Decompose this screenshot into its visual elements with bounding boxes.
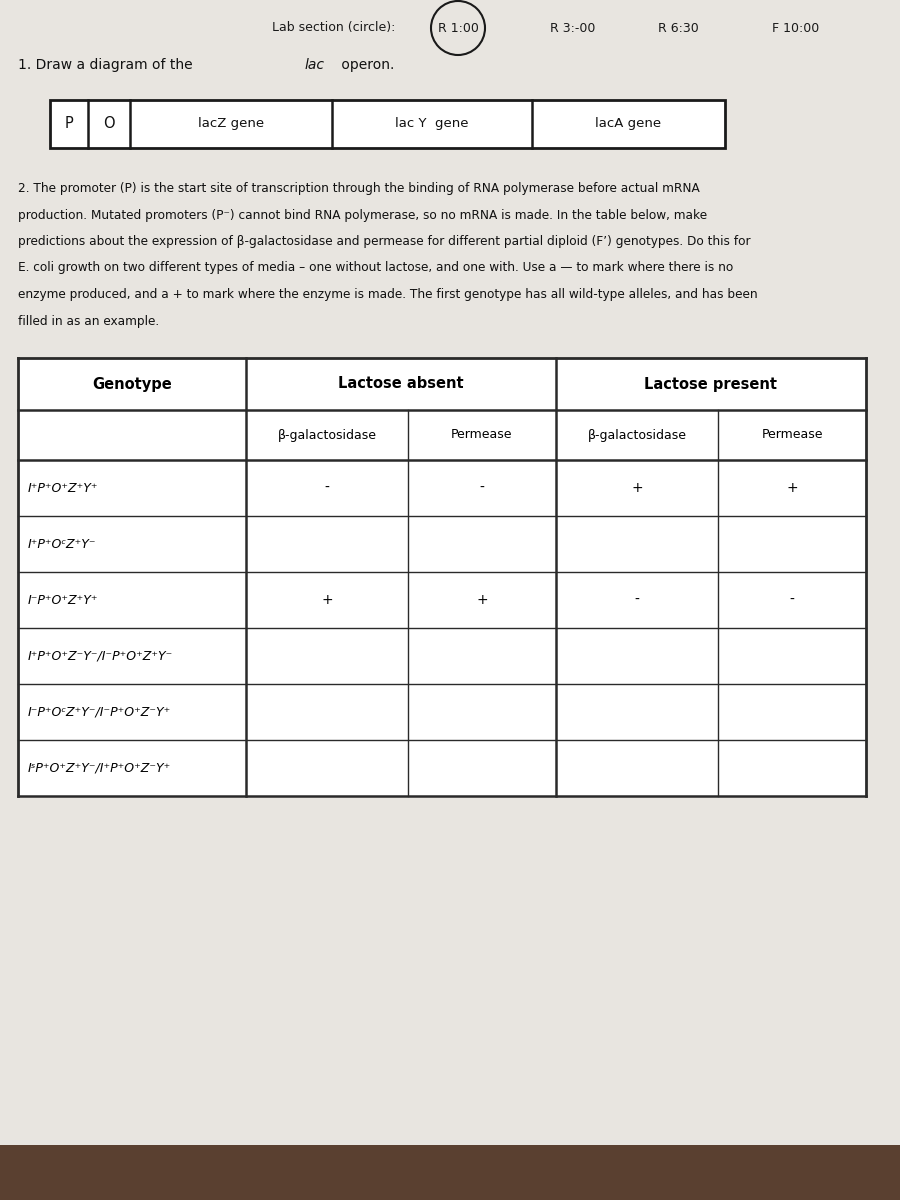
Text: predictions about the expression of β-galactosidase and permease for different p: predictions about the expression of β-ga… <box>18 235 751 248</box>
Text: P: P <box>65 116 74 132</box>
Text: Genotype: Genotype <box>92 377 172 391</box>
Text: +: + <box>631 481 643 494</box>
Text: O: O <box>104 116 115 132</box>
Text: lac Y  gene: lac Y gene <box>395 118 469 131</box>
Bar <box>0 1145 900 1200</box>
Text: Lactose present: Lactose present <box>644 377 778 391</box>
Text: 1. Draw a diagram of the: 1. Draw a diagram of the <box>18 58 197 72</box>
Text: -: - <box>325 481 329 494</box>
Text: Permease: Permease <box>761 428 823 442</box>
Text: R 3:-00: R 3:-00 <box>550 22 596 35</box>
Text: -: - <box>789 593 795 607</box>
Text: I⁺P⁺OᶜZ⁺Y⁻: I⁺P⁺OᶜZ⁺Y⁻ <box>28 538 96 551</box>
Text: β-galactosidase: β-galactosidase <box>277 428 376 442</box>
Text: I⁻P⁺O⁺Z⁺Y⁺: I⁻P⁺O⁺Z⁺Y⁺ <box>28 594 98 606</box>
Text: β-galactosidase: β-galactosidase <box>588 428 687 442</box>
Text: production. Mutated promoters (P⁻) cannot bind RNA polymerase, so no mRNA is mad: production. Mutated promoters (P⁻) canno… <box>18 209 707 222</box>
Text: lacZ gene: lacZ gene <box>198 118 264 131</box>
Text: R 1:00: R 1:00 <box>437 22 479 35</box>
Text: I⁺P⁺O⁺Z⁺Y⁺: I⁺P⁺O⁺Z⁺Y⁺ <box>28 481 98 494</box>
Text: R 6:30: R 6:30 <box>658 22 698 35</box>
Bar <box>18 358 866 796</box>
Text: -: - <box>480 481 484 494</box>
Text: IˢP⁺O⁺Z⁺Y⁻/I⁺P⁺O⁺Z⁻Y⁺: IˢP⁺O⁺Z⁺Y⁻/I⁺P⁺O⁺Z⁻Y⁺ <box>28 762 171 774</box>
Text: -: - <box>634 593 639 607</box>
Text: Lab section (circle):: Lab section (circle): <box>272 22 395 35</box>
Text: filled in as an example.: filled in as an example. <box>18 314 159 328</box>
Text: Lactose absent: Lactose absent <box>338 377 464 391</box>
Text: 2. The promoter (P) is the start site of transcription through the binding of RN: 2. The promoter (P) is the start site of… <box>18 182 700 194</box>
Text: lac: lac <box>305 58 325 72</box>
Text: I⁻P⁺OᶜZ⁺Y⁻/I⁻P⁺O⁺Z⁻Y⁺: I⁻P⁺OᶜZ⁺Y⁻/I⁻P⁺O⁺Z⁻Y⁺ <box>28 706 171 719</box>
Text: +: + <box>476 593 488 607</box>
Text: operon.: operon. <box>337 58 394 72</box>
Text: +: + <box>321 593 333 607</box>
Bar <box>50 100 725 148</box>
Text: Permease: Permease <box>451 428 513 442</box>
Text: lacA gene: lacA gene <box>596 118 662 131</box>
Text: F 10:00: F 10:00 <box>772 22 819 35</box>
Text: E. coli growth on two different types of media – one without lactose, and one wi: E. coli growth on two different types of… <box>18 262 733 275</box>
Text: +: + <box>787 481 797 494</box>
Text: I⁺P⁺O⁺Z⁻Y⁻/I⁻P⁺O⁺Z⁺Y⁻: I⁺P⁺O⁺Z⁻Y⁻/I⁻P⁺O⁺Z⁺Y⁻ <box>28 649 173 662</box>
Text: enzyme produced, and a + to mark where the enzyme is made. The first genotype ha: enzyme produced, and a + to mark where t… <box>18 288 758 301</box>
